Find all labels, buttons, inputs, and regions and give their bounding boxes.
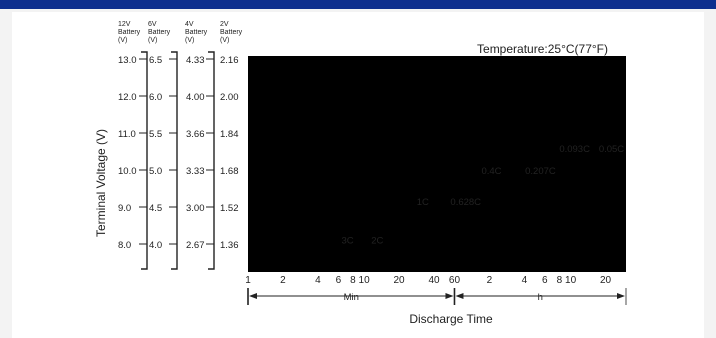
scale-header-text: Battery: [118, 29, 141, 36]
scale-tick-label: 1.68: [220, 166, 239, 177]
scale-bracket: [171, 51, 178, 270]
scale-header-text: (V): [185, 37, 194, 44]
header-bar: [0, 0, 716, 9]
range-label-Min: Min: [344, 292, 359, 303]
scale-tick-label: 6.0: [149, 92, 162, 103]
scale-tick-label: 5.5: [149, 129, 162, 140]
curve-label-2C: 2C: [371, 235, 383, 246]
scale-tick-label: 6.5: [149, 55, 162, 66]
range-arrow-right: [445, 293, 454, 299]
x-tick-label: 20: [394, 275, 406, 286]
y-axis-label: Terminal Voltage (V): [94, 129, 108, 237]
scale-tick-label: 1.36: [220, 240, 239, 251]
plot-area: [248, 56, 626, 272]
scale-tick-label: 4.00: [186, 92, 205, 103]
scale-tick-label: 2.67: [186, 240, 205, 251]
x-tick-label: 4: [315, 275, 321, 286]
range-label-h: h: [538, 292, 543, 303]
scale-tick-label: 11.0: [118, 129, 136, 140]
time-range-indicators: Min h: [247, 288, 627, 305]
chart-frame: 12V Battery (V) 13.0 12.0 11.0 10.0 9.0 8.0 6V Bat…: [12, 12, 704, 338]
curve-label-1C: 1C: [417, 197, 429, 208]
scale-header-text: (V): [118, 37, 127, 44]
scale-tick-label: 1.52: [220, 203, 239, 214]
scale-header-text: Battery: [220, 29, 243, 36]
x-tick-label: 10: [359, 275, 371, 286]
x-tick-label: 1: [245, 275, 251, 286]
scale-tick-label: 1.84: [220, 129, 239, 140]
scale-header-text: (V): [220, 37, 229, 44]
scale-tick-label: 3.33: [186, 166, 205, 177]
scale-tick-label: 12.0: [118, 92, 137, 103]
scale-tick-label: 2.00: [220, 92, 239, 103]
x-tick-label: 2: [280, 275, 286, 286]
scale-tick-label: 3.00: [186, 203, 205, 214]
curve-label-0.628C: 0.628C: [450, 197, 481, 208]
discharge-chart: 12VBattery(V)13.012.011.010.09.08.06VBat…: [94, 21, 627, 326]
curve-label-0.093C: 0.093C: [559, 144, 590, 155]
range-arrow-right: [617, 293, 625, 299]
x-tick-label: 4: [522, 275, 528, 286]
x-tick-label: 6: [542, 275, 548, 286]
scale-header-text: 4V: [185, 21, 194, 28]
scale-header-text: Battery: [148, 29, 171, 36]
scale-tick-label: 13.0: [118, 55, 137, 66]
range-arrow-left: [249, 293, 257, 299]
scale-bracket: [141, 51, 148, 270]
scale-header-text: Battery: [185, 29, 208, 36]
scale-header-text: 6V: [148, 21, 157, 28]
x-axis-label: Discharge Time: [409, 312, 493, 326]
x-tick-label: 2: [487, 275, 493, 286]
scale-tick-label: 9.0: [118, 203, 131, 214]
scale-tick-label: 4.33: [186, 55, 205, 66]
x-tick-labels: 1 2 4 6 8 10 20 40 60 2 4 6 8 10 20: [245, 275, 611, 286]
scale-tick-label: 5.0: [149, 166, 162, 177]
scale-tick-label: 10.0: [118, 166, 137, 177]
x-tick-label: 60: [449, 275, 461, 286]
scale-tick-label: 4.5: [149, 203, 162, 214]
scale-header-text: 2V: [220, 21, 229, 28]
x-tick-label: 40: [428, 275, 440, 286]
x-tick-label: 8: [557, 275, 563, 286]
scale-bracket: [208, 51, 215, 270]
x-tick-label: 20: [600, 275, 612, 286]
x-tick-label: 6: [336, 275, 342, 286]
curve-label-0.4C: 0.4C: [481, 166, 501, 177]
scale-tick-label: 8.0: [118, 240, 131, 251]
curve-label-0.05C: 0.05C: [599, 144, 624, 155]
scale-header-text: (V): [148, 37, 157, 44]
x-tick-label: 10: [565, 275, 577, 286]
scale-tick-label: 4.0: [149, 240, 162, 251]
scale-tick-label: 3.66: [186, 129, 205, 140]
scale-tick-label: 2.16: [220, 55, 239, 66]
curve-label-0.207C: 0.207C: [525, 166, 556, 177]
temperature-label: Temperature:25°C(77°F): [477, 42, 608, 56]
scale-header-text: 12V: [118, 21, 131, 28]
curve-label-3C: 3C: [341, 235, 353, 246]
range-arrow-left: [455, 293, 464, 299]
battery-voltage-scales: 12VBattery(V)13.012.011.010.09.08.06VBat…: [118, 21, 243, 270]
x-tick-label: 8: [350, 275, 356, 286]
